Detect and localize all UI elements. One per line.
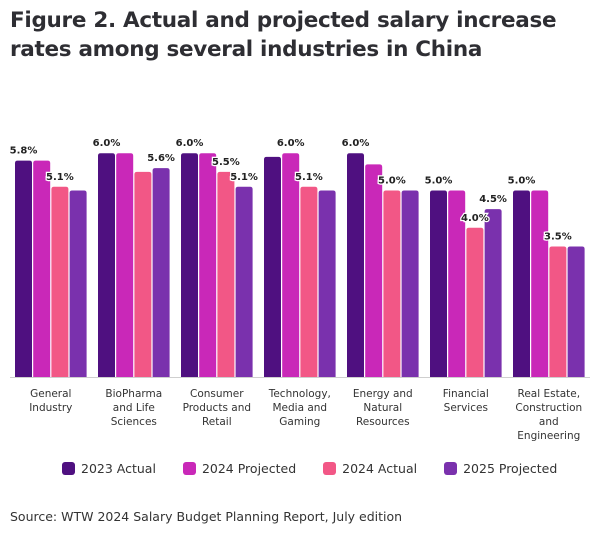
legend-label: 2023 Actual [81,461,156,476]
legend-item-2024-actual: 2024 Actual [323,461,417,476]
bar-5-0 [430,190,447,377]
bar-1-1 [116,153,134,377]
x-tick-label: Media and [272,402,327,414]
bar-0-2 [51,186,69,377]
data-label: 5.0% [508,176,536,187]
bar-3-2 [300,186,318,377]
x-tick-label: and [539,416,559,428]
legend-item-2025-projected: 2025 Projected [444,461,557,476]
data-label: 3.5% [544,231,572,242]
bar-0-3 [69,190,87,377]
legend-swatch-2025-projected [444,462,458,475]
data-label: 5.0% [425,176,453,187]
bar-4-0 [347,153,364,377]
data-label: 5.1% [230,172,258,183]
bar-1-3 [152,168,170,377]
legend-swatch-2024-actual [323,462,337,475]
bar-1-0 [98,153,115,377]
legend-label: 2025 Projected [463,461,558,476]
data-label: 5.1% [46,172,74,183]
legend-label: 2024 Projected [201,461,297,476]
data-label: 5.8% [10,146,38,157]
legend-label: 2024 Actual [342,461,418,476]
legend: 2023 Actual 2024 Projected 2024 Actual 2… [62,461,584,476]
data-label: 5.6% [147,153,175,164]
source-note: Source: WTW 2024 Salary Budget Planning … [10,509,403,524]
bar-3-1 [282,153,300,377]
bar-3-0 [264,156,281,377]
chart-title: Figure 2. Actual and projected salary in… [10,8,557,62]
bar-2-0 [181,153,198,377]
bar-5-1 [448,190,466,377]
bar-5-2 [466,227,484,377]
data-label: 4.5% [479,194,507,205]
x-tick-label: Gaming [279,416,320,428]
bar-4-3 [401,190,419,377]
x-tick-label: Consumer [190,388,244,400]
x-tick-label: BioPharma [105,388,162,400]
data-label: 6.0% [93,138,121,149]
bar-0-0 [15,160,32,377]
x-tick-label: Retail [202,416,232,428]
x-tick-label: Resources [356,416,410,428]
bar-4-1 [365,164,383,377]
x-tick-label: Products and [183,402,251,414]
x-tick-label: General [30,388,71,400]
bar-2-1 [199,153,217,377]
x-tick-label: Services [444,402,488,414]
legend-item-2023-actual: 2023 Actual [62,461,156,476]
bar-6-0 [513,190,530,377]
data-label: 5.0% [378,176,406,187]
x-tick-label: Technology, [268,388,331,400]
bar-2-2 [217,171,235,377]
data-label: 6.0% [277,138,305,149]
bar-5-3 [484,209,502,377]
x-tick-label: Engineering [517,430,580,442]
x-tick-label: Financial [443,388,489,400]
legend-swatch-2024-projected [182,462,196,475]
x-tick-label: Real Estate, [518,388,581,400]
bar-3-3 [318,190,336,377]
bar-6-1 [531,190,549,377]
x-tick-label: Natural [363,402,402,414]
bar-0-1 [33,160,51,377]
data-label: 4.0% [461,213,489,224]
legend-item-2024-projected: 2024 Projected [182,461,297,476]
legend-swatch-2023-actual [62,462,75,475]
bar-1-2 [134,171,152,377]
bar-6-3 [567,246,585,377]
x-tick-label: and Life [113,402,155,414]
x-tick-label: Energy and [353,388,413,400]
x-tick-label: Industry [29,402,72,414]
data-label: 5.1% [295,172,323,183]
data-label: 5.5% [212,157,240,168]
x-tick-label: Construction [515,402,582,414]
x-tick-label: Sciences [111,416,157,428]
bar-6-2 [549,246,567,377]
data-label: 6.0% [342,138,370,149]
bar-4-2 [383,190,401,377]
bar-2-3 [235,186,253,377]
data-label: 6.0% [176,138,204,149]
